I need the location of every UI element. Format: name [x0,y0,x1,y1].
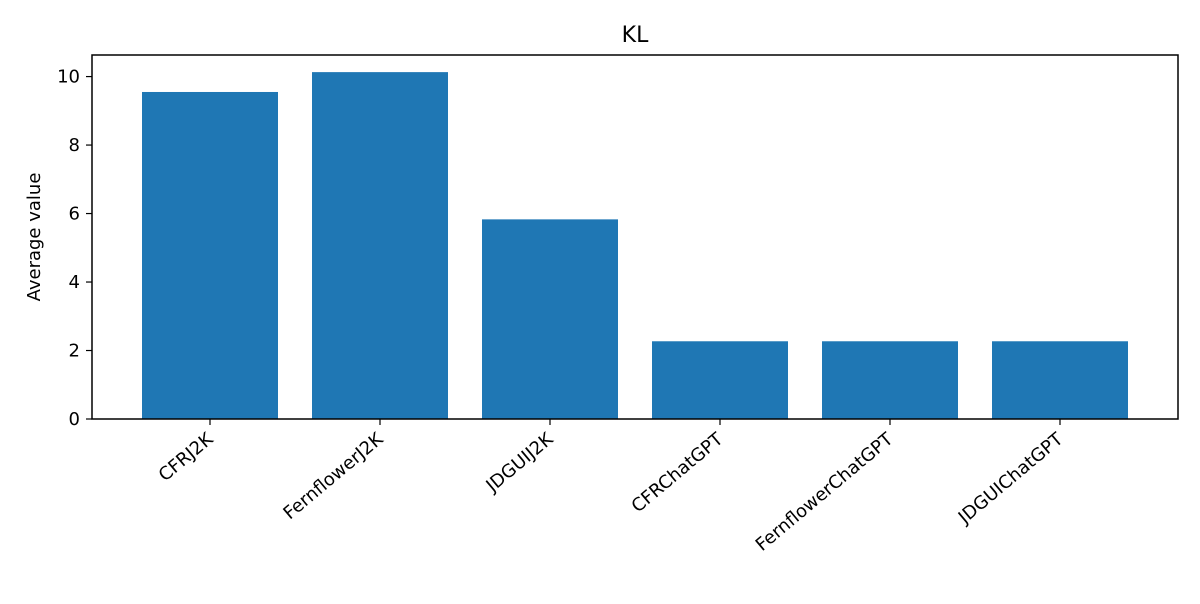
chart-title: KL [622,23,649,48]
y-axis-label: Average value [24,173,45,302]
y-tick-label: 2 [69,341,80,362]
bar-jdguij2k [482,219,618,419]
y-tick-label: 0 [69,409,80,430]
bar-jdguichatgpt [992,341,1128,419]
bar-fernflowerchatgpt [822,341,958,419]
x-tick-label: FernflowerChatGPT [752,428,898,556]
y-tick-label: 6 [69,204,80,225]
x-tick-label: JDGUIChatGPT [954,428,1068,529]
bar-cfrj2k [142,91,278,420]
bar-fernflowerj2k [312,72,448,420]
y-tick-label: 4 [69,272,80,293]
y-axis-ticks: 0 2 4 6 8 10 [57,67,92,430]
x-axis-ticks: CFRJ2K FernflowerJ2K JDGUIJ2K CFRChatGPT Fer… [155,419,1068,556]
bars-group [142,72,1128,420]
y-tick-label: 8 [69,135,80,156]
bar-cfrchatgpt [652,341,788,419]
x-tick-label: CFRChatGPT [628,428,728,517]
x-tick-label: FernflowerJ2K [279,428,388,524]
plot-area-frame [91,54,1179,420]
y-tick-label: 10 [57,67,80,88]
x-tick-label: CFRJ2K [155,428,218,486]
x-tick-label: JDGUIJ2K [482,428,559,497]
